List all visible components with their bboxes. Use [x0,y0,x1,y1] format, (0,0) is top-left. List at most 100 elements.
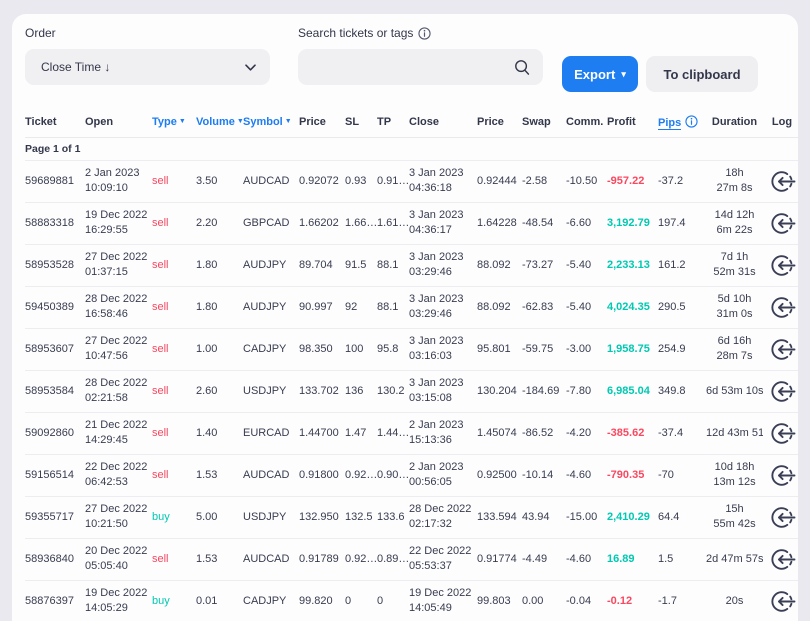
cell-profit: 1,958.75 [607,328,658,370]
log-icon[interactable] [769,589,796,614]
table-row: 5888331819 Dec 202216:29:55sell2.20GBPCA… [25,202,798,244]
search-box [298,49,543,85]
log-icon[interactable] [769,211,796,236]
trades-table: TicketOpenType▼Volume▼Symbol▼PriceSLTPCl… [25,107,798,621]
log-icon[interactable] [769,463,796,488]
info-icon[interactable] [418,27,431,40]
cell-profit: 2,233.13 [607,244,658,286]
cell-profit: -385.62 [607,412,658,454]
cell-swap: -62.83 [522,286,566,328]
order-select[interactable]: Close Time ↓ [25,49,270,85]
cell-close: 2 Jan 202315:13:36 [409,412,477,454]
cell-duration: 7d 1h52m 31s [706,244,763,286]
order-select-value: Close Time ↓ [41,60,110,74]
cell-log[interactable] [763,412,798,454]
order-filter: Order Close Time ↓ [25,26,270,85]
cell-log[interactable] [763,580,798,621]
cell-symbol: USDJPY [243,370,299,412]
cell-price: 1.44700 [299,412,345,454]
cell-open: 2 Jan 202310:09:10 [85,160,152,202]
cell-log[interactable] [763,328,798,370]
table-row: 5893684020 Dec 202205:05:40sell1.53AUDCA… [25,538,798,580]
cell-sl: 0.92… [345,538,377,580]
search-icon[interactable] [514,59,531,76]
export-button[interactable]: Export ▾ [562,56,638,92]
column-header-volume[interactable]: Volume▼ [196,107,243,137]
cell-profit: 3,192.79 [607,202,658,244]
table-row: 5895352827 Dec 202201:37:15sell1.80AUDJP… [25,244,798,286]
cell-pips: -1.7 [658,580,706,621]
cell-log[interactable] [763,370,798,412]
cell-close_price: 133.594 [477,496,522,538]
cell-tp: 0.89… [377,538,409,580]
cell-sl: 91.5 [345,244,377,286]
cell-duration: 12d 43m 51s [706,412,763,454]
log-icon[interactable] [769,337,796,362]
search-filter: Search tickets or tags [298,26,543,85]
table-row: 5895360727 Dec 202210:47:56sell1.00CADJP… [25,328,798,370]
cell-swap: 43.94 [522,496,566,538]
log-icon[interactable] [769,421,796,446]
cell-symbol: AUDCAD [243,160,299,202]
cell-open: 20 Dec 202205:05:40 [85,538,152,580]
pips-link[interactable]: Pips [658,117,681,130]
log-icon[interactable] [769,169,796,194]
cell-close_price: 0.92444 [477,160,522,202]
cell-swap: -2.58 [522,160,566,202]
search-label: Search tickets or tags [298,26,413,40]
cell-sl: 136 [345,370,377,412]
cell-log[interactable] [763,286,798,328]
column-header-type[interactable]: Type▼ [152,107,196,137]
cell-log[interactable] [763,202,798,244]
column-header-price: Price [299,107,345,137]
log-icon[interactable] [769,295,796,320]
cell-duration: 20s [706,580,763,621]
column-header-pips[interactable]: Pips [658,107,706,137]
cell-log[interactable] [763,244,798,286]
cell-comm: -7.80 [566,370,607,412]
cell-open: 28 Dec 202202:21:58 [85,370,152,412]
log-icon[interactable] [769,547,796,572]
cell-profit: 2,410.29 [607,496,658,538]
to-clipboard-button[interactable]: To clipboard [646,56,758,92]
cell-close_price: 88.092 [477,286,522,328]
cell-close: 3 Jan 202303:29:46 [409,244,477,286]
cell-profit: -957.22 [607,160,658,202]
cell-open: 27 Dec 202201:37:15 [85,244,152,286]
cell-volume: 1.53 [196,454,243,496]
cell-symbol: USDJPY [243,496,299,538]
cell-log[interactable] [763,454,798,496]
cell-comm: -10.50 [566,160,607,202]
cell-log[interactable] [763,160,798,202]
log-icon[interactable] [769,379,796,404]
cell-pips: 1.5 [658,538,706,580]
column-header-close_price: Price [477,107,522,137]
cell-pips: -37.2 [658,160,706,202]
cell-log[interactable] [763,496,798,538]
cell-tp: 1.61… [377,202,409,244]
cell-volume: 0.01 [196,580,243,621]
cell-sl: 100 [345,328,377,370]
cell-pips: 290.5 [658,286,706,328]
cell-profit: 4,024.35 [607,286,658,328]
cell-ticket: 59156514 [25,454,85,496]
to-clipboard-label: To clipboard [663,67,740,82]
cell-log[interactable] [763,538,798,580]
log-icon[interactable] [769,253,796,278]
cell-profit: 16.89 [607,538,658,580]
cell-close_price: 1.45074 [477,412,522,454]
cell-type: buy [152,580,196,621]
cell-duration: 6d 53m 10s [706,370,763,412]
column-header-sl: SL [345,107,377,137]
cell-swap: 0.00 [522,580,566,621]
search-input[interactable] [312,60,514,74]
cell-type: sell [152,244,196,286]
cell-tp: 0.91… [377,160,409,202]
log-icon[interactable] [769,505,796,530]
cell-volume: 1.80 [196,286,243,328]
order-label: Order [25,26,270,40]
cell-close_price: 0.91774 [477,538,522,580]
info-icon[interactable] [685,115,698,128]
table-row: 5935571727 Dec 202210:21:50buy5.00USDJPY… [25,496,798,538]
column-header-symbol[interactable]: Symbol▼ [243,107,299,137]
